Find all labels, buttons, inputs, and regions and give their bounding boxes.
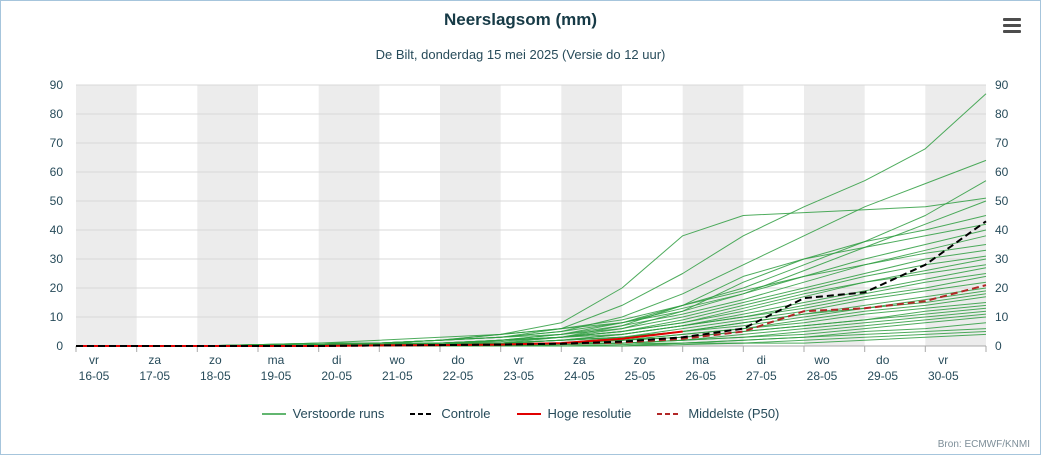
- y-axis-label-left: 80: [50, 107, 64, 121]
- y-axis-label-left: 30: [50, 252, 64, 266]
- x-axis-label-date: 30-05: [928, 369, 959, 383]
- x-axis-label-date: 17-05: [139, 369, 170, 383]
- plot-band: [197, 85, 258, 346]
- legend-item-middelste-p50[interactable]: Middelste (P50): [657, 406, 779, 421]
- legend-item-controle[interactable]: Controle: [410, 406, 491, 421]
- x-axis-label-date: 19-05: [261, 369, 292, 383]
- y-axis-label-left: 0: [56, 339, 63, 353]
- x-axis-label-day: di: [757, 353, 766, 367]
- x-axis-label-date: 26-05: [685, 369, 716, 383]
- x-axis-label-day: zo: [634, 353, 647, 367]
- y-axis-label-right: 80: [995, 107, 1009, 121]
- x-axis-label-date: 27-05: [746, 369, 777, 383]
- y-axis-label-right: 40: [995, 223, 1009, 237]
- y-axis-label-right: 0: [995, 339, 1002, 353]
- y-axis-label-right: 70: [995, 136, 1009, 150]
- plot-band: [561, 85, 622, 346]
- y-axis-label-right: 90: [995, 78, 1009, 92]
- x-axis-label-day: vr: [89, 353, 99, 367]
- y-axis-label-left: 70: [50, 136, 64, 150]
- x-axis-label-day: do: [451, 353, 465, 367]
- hamburger-bar: [1003, 23, 1021, 27]
- plot-band: [925, 85, 986, 346]
- x-axis-label-date: 25-05: [625, 369, 656, 383]
- hamburger-icon: [1003, 17, 1023, 33]
- y-axis-label-right: 10: [995, 310, 1009, 324]
- x-axis-label-date: 24-05: [564, 369, 595, 383]
- x-axis-label-date: 18-05: [200, 369, 231, 383]
- y-axis-label-right: 30: [995, 252, 1009, 266]
- chart-title: Neerslagsom (mm): [443, 10, 598, 29]
- x-axis-label-date: 20-05: [321, 369, 352, 383]
- plot-band: [440, 85, 501, 346]
- chart-subtitle: De Bilt, donderdag 15 mei 2025 (Versie d…: [375, 47, 666, 62]
- x-axis-label-date: 23-05: [503, 369, 534, 383]
- x-axis-label-day: ma: [268, 353, 285, 367]
- y-axis-label-left: 90: [50, 78, 64, 92]
- y-axis-label-right: 20: [995, 281, 1009, 295]
- y-axis-label-left: 40: [50, 223, 64, 237]
- x-axis-label-date: 21-05: [382, 369, 413, 383]
- legend-label: Controle: [441, 406, 491, 421]
- x-axis-label-date: 22-05: [443, 369, 474, 383]
- x-axis-label-day: za: [573, 353, 586, 367]
- x-axis-label-day: wo: [813, 353, 830, 367]
- legend-item-verstoorde-runs[interactable]: Verstoorde runs: [261, 406, 385, 421]
- hamburger-bar: [1003, 29, 1021, 33]
- x-axis-label-day: ma: [692, 353, 709, 367]
- source-credit: Bron: ECMWF/KNMI: [937, 439, 1030, 450]
- x-axis-label-day: do: [876, 353, 890, 367]
- x-axis-label-day: zo: [209, 353, 222, 367]
- hamburger-bar: [1003, 17, 1021, 21]
- y-axis-label-left: 60: [50, 165, 64, 179]
- y-axis-label-right: 60: [995, 165, 1009, 179]
- legend-label: Middelste (P50): [688, 406, 780, 421]
- dashed-line-swatch-icon: [657, 412, 682, 415]
- x-axis-label-date: 29-05: [867, 369, 898, 383]
- x-axis-label-day: di: [332, 353, 341, 367]
- y-axis-label-right: 50: [995, 194, 1009, 208]
- x-axis-label-day: za: [148, 353, 161, 367]
- x-axis-label-day: wo: [389, 353, 406, 367]
- y-axis-label-left: 50: [50, 194, 64, 208]
- series-controle: [76, 220, 987, 347]
- plot-band: [76, 85, 137, 346]
- x-axis-label-day: vr: [938, 353, 948, 367]
- dashed-line-swatch-icon: [410, 412, 435, 415]
- x-axis-label-date: 16-05: [79, 369, 110, 383]
- x-axis-label-day: vr: [514, 353, 524, 367]
- legend-item-hoge-resolutie[interactable]: Hoge resolutie: [516, 406, 632, 421]
- plot-band: [318, 85, 380, 346]
- y-axis-label-left: 10: [50, 310, 64, 324]
- y-axis-label-left: 20: [50, 281, 64, 295]
- legend: Verstoorde runs Controle Hoge resolutie …: [1, 406, 1040, 421]
- line-swatch-icon: [516, 412, 541, 415]
- legend-label: Verstoorde runs: [292, 406, 385, 421]
- x-axis-label-date: 28-05: [807, 369, 838, 383]
- line-swatch-icon: [261, 412, 286, 415]
- legend-label: Hoge resolutie: [547, 406, 632, 421]
- chart-context-menu-button[interactable]: [1000, 13, 1026, 37]
